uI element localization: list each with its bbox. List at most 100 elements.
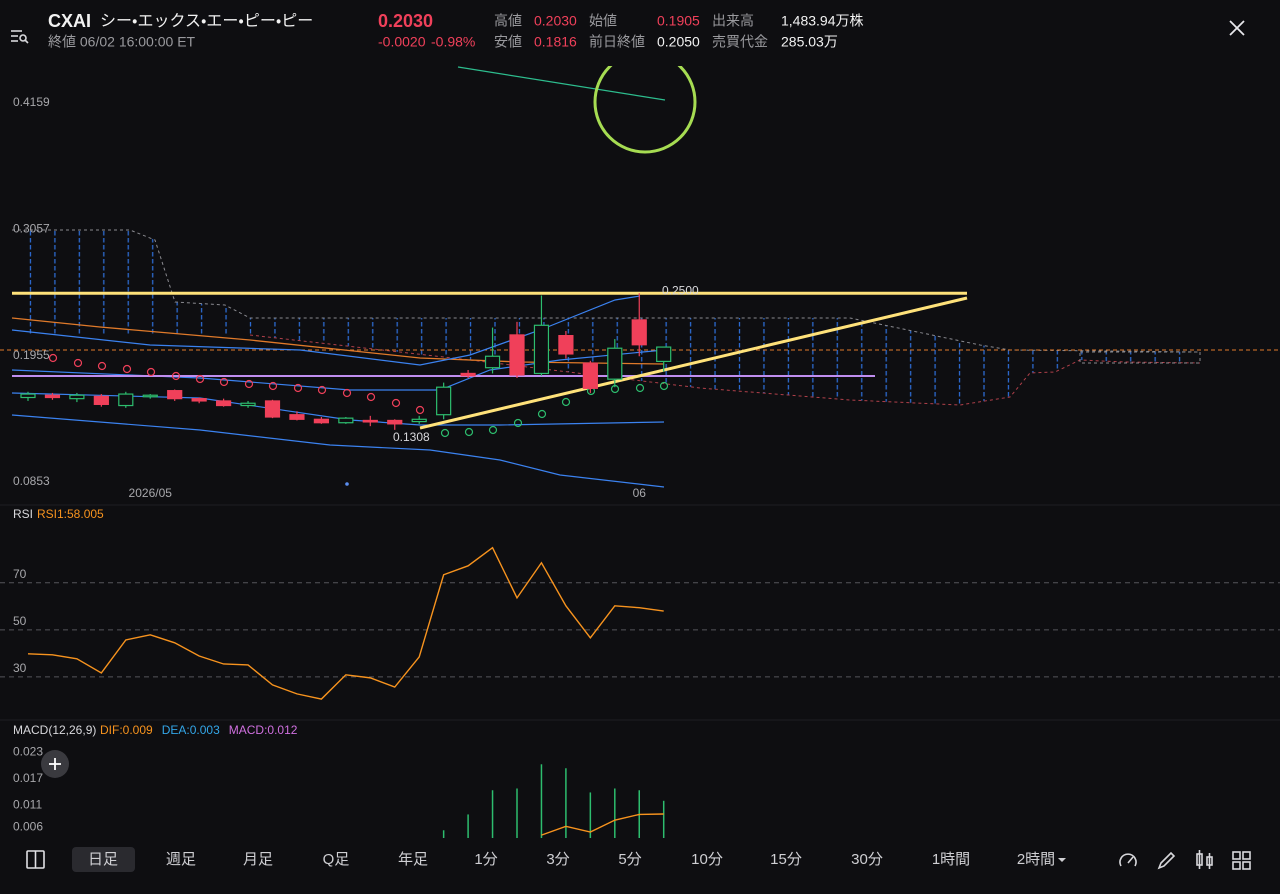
candle-body <box>362 419 378 423</box>
change-pct: -0.98% <box>431 34 475 50</box>
tab[interactable]: 10分 <box>691 851 723 868</box>
candle-body <box>607 347 623 380</box>
legend-item: MACD:0.012 <box>229 723 298 737</box>
close-button[interactable] <box>1229 20 1245 36</box>
stat-value: 1,483.94万株 <box>781 13 864 29</box>
candle-body <box>118 393 134 407</box>
tab[interactable]: 週足 <box>166 851 196 868</box>
sar-dots <box>440 381 669 438</box>
indicators <box>0 66 1280 488</box>
tab[interactable]: 2時間 <box>1017 851 1055 868</box>
status: 終値 06/02 16:00:00 ET <box>48 34 196 50</box>
stat-label: 安値 <box>494 34 522 50</box>
drawn-line <box>457 66 666 101</box>
stat-label: 出来高 <box>712 13 754 29</box>
stat-label: 前日終値 <box>589 34 645 50</box>
y-tick-label: 0.4159 <box>13 95 50 109</box>
legend-item: DEA:0.003 <box>162 723 220 737</box>
candle-body <box>289 414 305 420</box>
candle-body <box>387 419 403 425</box>
candle-body <box>191 398 207 402</box>
y-tick-label: 0.006 <box>13 819 43 833</box>
price: 0.2030 <box>378 11 433 31</box>
dropdown-arrow[interactable] <box>1058 858 1066 862</box>
tab[interactable]: 30分 <box>851 851 883 868</box>
grid-icon[interactable] <box>1232 851 1251 870</box>
tab[interactable]: 1分 <box>474 851 497 868</box>
stat-value: 0.1905 <box>657 13 700 29</box>
tab[interactable]: 3分 <box>546 851 569 868</box>
rsi-title: RSI <box>13 507 33 521</box>
tab[interactable]: Q足 <box>323 851 350 868</box>
candle-body <box>240 402 256 407</box>
draw-icon[interactable] <box>1157 851 1176 870</box>
candle-body <box>436 386 452 416</box>
tab-bar <box>0 838 1280 894</box>
candle-body <box>264 400 281 418</box>
menu-icon[interactable] <box>11 30 29 44</box>
candle-body <box>509 334 525 376</box>
stat-value: 0.2030 <box>534 13 577 29</box>
tool-icons <box>1119 850 1251 870</box>
y-tick-label: 0.017 <box>13 771 43 785</box>
candle-body <box>313 418 329 424</box>
candle-body <box>20 393 36 399</box>
band-outer <box>11 414 665 488</box>
tab[interactable]: 月足 <box>243 851 273 868</box>
tab[interactable]: 5分 <box>618 851 641 868</box>
tab[interactable]: 1時間 <box>932 851 970 868</box>
candle-body <box>484 355 501 369</box>
legend-item: DIF:0.009 <box>100 723 153 737</box>
x-tick-label: 2026/05 <box>129 486 173 500</box>
tab[interactable]: 年足 <box>398 851 428 868</box>
candle-body <box>460 372 476 377</box>
candle-body <box>558 335 574 355</box>
change: -0.0020 <box>378 34 426 50</box>
stat-value: 285.03万 <box>781 34 838 50</box>
y-tick-label: 0.011 <box>13 797 42 811</box>
low-label: 0.1308 <box>393 430 430 444</box>
dif-line <box>541 813 664 836</box>
cloud <box>12 230 1200 405</box>
candle-body <box>411 418 427 423</box>
add-indicator[interactable] <box>41 750 69 778</box>
candle-icon[interactable] <box>1196 850 1213 869</box>
candle-body <box>93 395 109 405</box>
candle-body <box>142 394 158 398</box>
y-tick-label: 0.023 <box>13 745 43 759</box>
candle-body <box>44 394 61 399</box>
stat-value: 0.1816 <box>534 34 577 50</box>
tab[interactable]: 15分 <box>770 851 802 868</box>
candle-body <box>533 324 550 375</box>
stat-label: 売買代金 <box>712 34 768 50</box>
candle-body <box>582 362 598 389</box>
x-tick-label: 06 <box>633 486 647 500</box>
candle-body <box>338 417 354 424</box>
high-label: 0.2500 <box>662 283 699 297</box>
company-name: シー・エックス・エー・ピー・ピー <box>100 12 313 30</box>
sar-dots <box>48 353 425 415</box>
tab-selected-bg <box>72 847 135 872</box>
stat-label: 高値 <box>494 13 522 29</box>
layout-icon[interactable] <box>26 850 45 869</box>
macd-plot <box>442 764 665 838</box>
cloud-lower <box>249 334 1201 406</box>
candle-body <box>631 319 647 346</box>
dot <box>345 482 349 486</box>
y-tick-label: 70 <box>13 567 27 581</box>
candle-body <box>656 346 672 362</box>
candles <box>20 293 672 430</box>
rsi-legend: RSI1:58.005 <box>37 507 104 521</box>
y-tick-label: 0.3057 <box>13 222 50 236</box>
y-tick-label: 0.0853 <box>13 474 50 488</box>
y-tick-label: 30 <box>13 661 27 675</box>
symbol: CXAI <box>48 11 91 31</box>
tabs: 日足 週足 月足 Q足 年足 1分 3分 5分 10分 15分 30分 1時間 2時間 <box>88 851 1055 868</box>
tab[interactable]: 日足 <box>88 851 118 868</box>
macd-title: MACD(12,26,9) <box>13 723 96 737</box>
speed-icon[interactable] <box>1119 853 1137 867</box>
drawn-circle <box>593 66 697 154</box>
trend-line <box>419 296 968 430</box>
candle-body <box>216 400 232 407</box>
